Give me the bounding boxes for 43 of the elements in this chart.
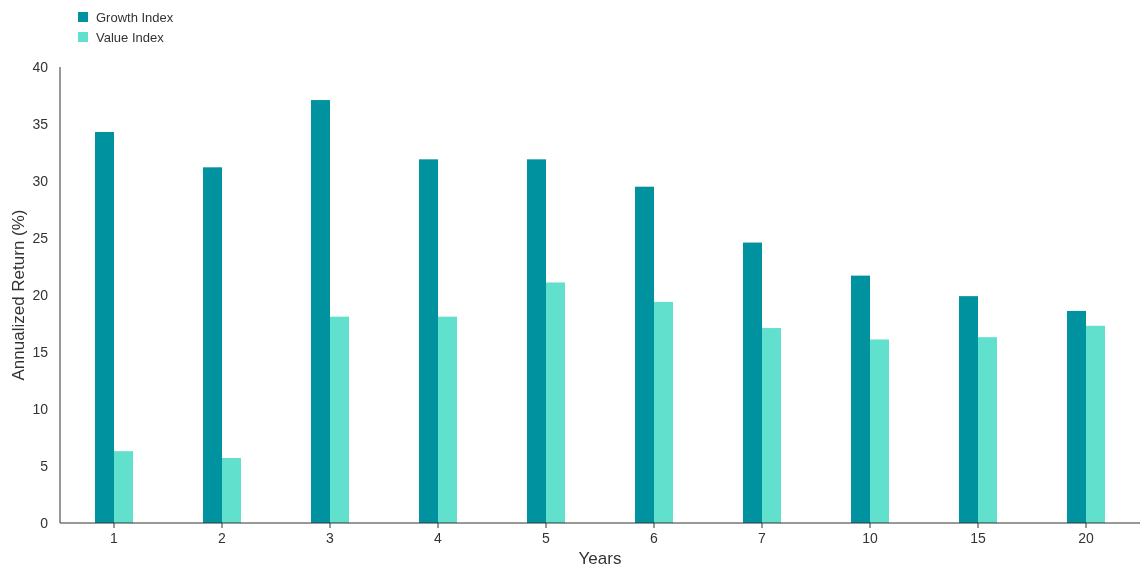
- x-tick-label: 3: [326, 530, 335, 546]
- y-tick-label: 35: [32, 115, 49, 132]
- bar: [222, 458, 241, 523]
- bar: [546, 282, 565, 523]
- bar: [114, 451, 133, 523]
- x-tick-label: 7: [758, 530, 767, 546]
- bar: [1067, 310, 1086, 523]
- y-tick-label: 25: [32, 229, 49, 246]
- x-tick-label: 1: [110, 530, 119, 546]
- bar: [1086, 325, 1105, 523]
- bar: [851, 275, 870, 523]
- bar: [438, 316, 457, 523]
- x-tick-label: 2: [218, 530, 227, 546]
- bar: [311, 100, 330, 523]
- x-tick-label: 15: [970, 530, 986, 546]
- bar: [959, 296, 978, 523]
- bar: [527, 159, 546, 523]
- bar: [330, 316, 349, 523]
- bar: [203, 167, 222, 523]
- y-tick-label: 5: [40, 457, 49, 474]
- legend-label: Value Index: [96, 29, 165, 45]
- x-tick-label: 6: [650, 530, 659, 546]
- x-tick-label: 10: [862, 530, 878, 546]
- legend-label: Growth Index: [96, 9, 174, 25]
- y-tick-label: 15: [32, 343, 49, 360]
- x-tick-label: 5: [542, 530, 551, 546]
- bar: [95, 131, 114, 523]
- x-axis-title: Years: [578, 549, 622, 568]
- y-tick-label: 40: [32, 58, 49, 75]
- bar: [635, 186, 654, 523]
- y-tick-label: 10: [32, 400, 49, 417]
- x-tick-label: 20: [1078, 530, 1094, 546]
- bar: [743, 242, 762, 523]
- bar: [762, 328, 781, 523]
- y-tick-label: 0: [40, 514, 49, 531]
- y-tick-label: 20: [32, 286, 49, 303]
- bar: [419, 159, 438, 523]
- bar: [978, 337, 997, 523]
- y-tick-label: 30: [32, 172, 49, 189]
- bar: [654, 301, 673, 523]
- bar: [870, 339, 889, 523]
- x-tick-label: 4: [434, 530, 443, 546]
- y-axis-title: Annualized Return (%): [9, 209, 28, 381]
